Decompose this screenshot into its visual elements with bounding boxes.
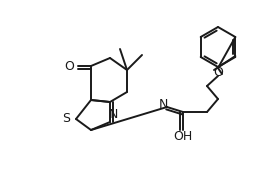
Text: N: N [158,98,168,111]
Text: S: S [62,112,70,125]
Text: OH: OH [173,130,193,143]
Text: O: O [64,60,74,72]
Text: O: O [213,66,223,79]
Text: N: N [108,108,118,121]
